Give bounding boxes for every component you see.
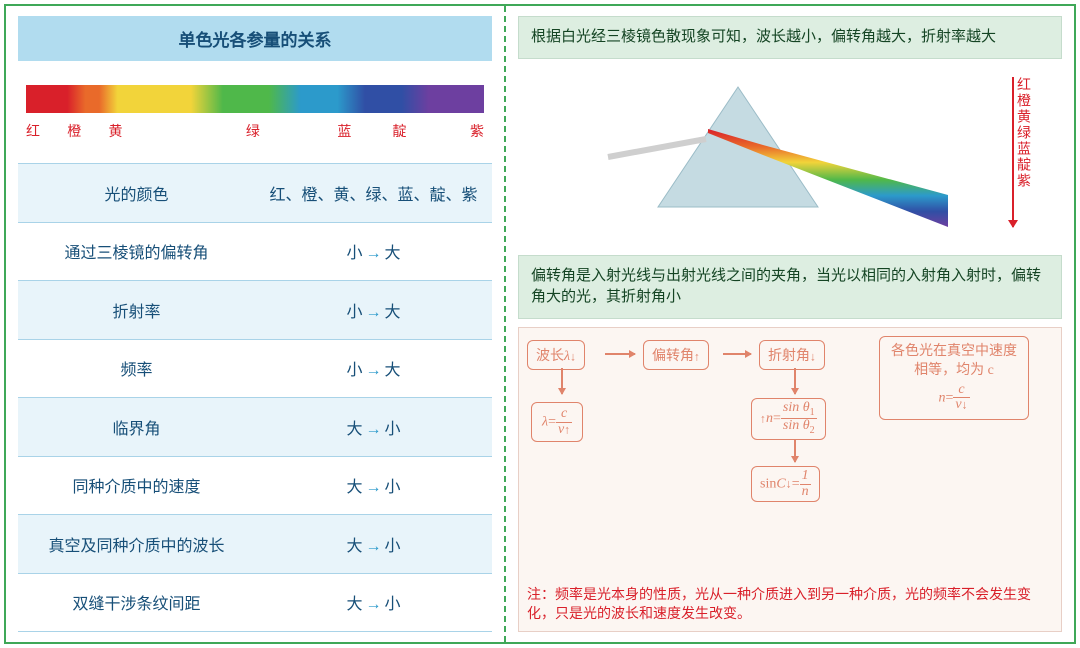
spectrum: 红 橙 黄 绿 蓝 靛 紫 [18, 85, 492, 157]
arrow-icon: → [366, 304, 382, 321]
arrow-icon: → [366, 479, 382, 496]
arrow-icon [561, 368, 563, 394]
cell-label: 频率 [18, 339, 255, 398]
prism-diagram: 红橙黄绿蓝靛紫 [518, 67, 1062, 247]
spectrum-label: 黄 [108, 121, 245, 141]
cell-value: 小→大 [255, 281, 492, 340]
page: 单色光各参量的关系 红 橙 黄 绿 蓝 靛 紫 光的颜色 红、橙、黄、绿、蓝、靛… [4, 4, 1076, 644]
cell-value: 大→小 [255, 456, 492, 515]
info-box-2: 偏转角是入射光线与出射光线之间的夹角，当光以相同的入射角入射时，偏转角大的光，其… [518, 255, 1062, 319]
footnote: 注：频率是光本身的性质，光从一种介质进入到另一种介质，光的频率不会发生变化，只是… [523, 586, 1057, 625]
arrow-icon: → [366, 596, 382, 613]
right-column: 根据白光经三棱镜色散现象可知，波长越小，偏转角越大，折射率越大 [506, 6, 1074, 642]
cell-label: 通过三棱镜的偏转角 [18, 222, 255, 281]
table-row: 真空及同种介质中的波长 大→小 [18, 515, 492, 574]
table-row: 同种介质中的速度 大→小 [18, 456, 492, 515]
cell-label: 光的颜色 [18, 164, 255, 223]
title-bar: 单色光各参量的关系 [18, 16, 492, 61]
spectrum-label: 绿 [246, 121, 338, 141]
cell-label: 双缝干涉条纹间距 [18, 573, 255, 632]
cell-label: 同种介质中的速度 [18, 456, 255, 515]
cell-value: 大→小 [255, 515, 492, 574]
spectrum-label: 蓝 [337, 121, 392, 141]
arrow-icon: → [366, 362, 382, 379]
spectrum-label: 红 [26, 121, 67, 141]
arrow-icon: → [366, 538, 382, 555]
arrow-icon [794, 368, 796, 394]
cell-label: 折射率 [18, 281, 255, 340]
node-n-eq: ↑n=sin θ1sin θ2 [751, 398, 826, 440]
arrow-icon [794, 440, 796, 462]
arrow-icon: → [366, 421, 382, 438]
table-row: 折射率 小→大 [18, 281, 492, 340]
cell-value: 大→小 [255, 398, 492, 457]
spectrum-label: 靛 [392, 121, 438, 141]
arrow-icon: → [366, 245, 382, 262]
spectrum-label: 紫 [438, 121, 484, 141]
spectrum-label: 橙 [67, 121, 108, 141]
cell-value: 大→小 [255, 573, 492, 632]
table-row: 光的颜色 红、橙、黄、绿、蓝、靛、紫 [18, 164, 492, 223]
node-lambda-eq: λ=cv↑ [531, 402, 583, 442]
spectrum-labels: 红 橙 黄 绿 蓝 靛 紫 [26, 121, 484, 141]
info-box-1: 根据白光经三棱镜色散现象可知，波长越小，偏转角越大，折射率越大 [518, 16, 1062, 59]
vertical-color-label: 红橙黄绿蓝靛紫 [1012, 77, 1032, 189]
cell-label: 临界角 [18, 398, 255, 457]
table-row: 通过三棱镜的偏转角 小→大 [18, 222, 492, 281]
table-row: 临界角 大→小 [18, 398, 492, 457]
arrow-icon [723, 353, 751, 355]
cell-value: 小→大 [255, 339, 492, 398]
node-sinc: sinC↓=1n [751, 466, 820, 502]
arrow-icon [605, 353, 635, 355]
properties-table: 光的颜色 红、橙、黄、绿、蓝、靛、紫 通过三棱镜的偏转角 小→大 折射率 小→大… [18, 163, 492, 632]
cell-value: 红、橙、黄、绿、蓝、靛、紫 [255, 164, 492, 223]
cell-label: 真空及同种介质中的波长 [18, 515, 255, 574]
node-deflection: 偏转角↑ [643, 340, 709, 370]
flowchart: 波长λ↓ 偏转角↑ 折射角↓ λ=cv↑ ↑n=sin θ1sin θ2 [518, 327, 1062, 632]
spectrum-bar [26, 85, 484, 113]
node-wavelength: 波长λ↓ [527, 340, 585, 370]
left-column: 单色光各参量的关系 红 橙 黄 绿 蓝 靛 紫 光的颜色 红、橙、黄、绿、蓝、靛… [6, 6, 506, 642]
prism-icon [598, 67, 958, 237]
table-row: 频率 小→大 [18, 339, 492, 398]
cell-value: 小→大 [255, 222, 492, 281]
node-refraction: 折射角↓ [759, 340, 825, 370]
node-sidenote: 各色光在真空中速度相等，均为 c n=cv↓ [879, 336, 1029, 420]
table-row: 双缝干涉条纹间距 大→小 [18, 573, 492, 632]
